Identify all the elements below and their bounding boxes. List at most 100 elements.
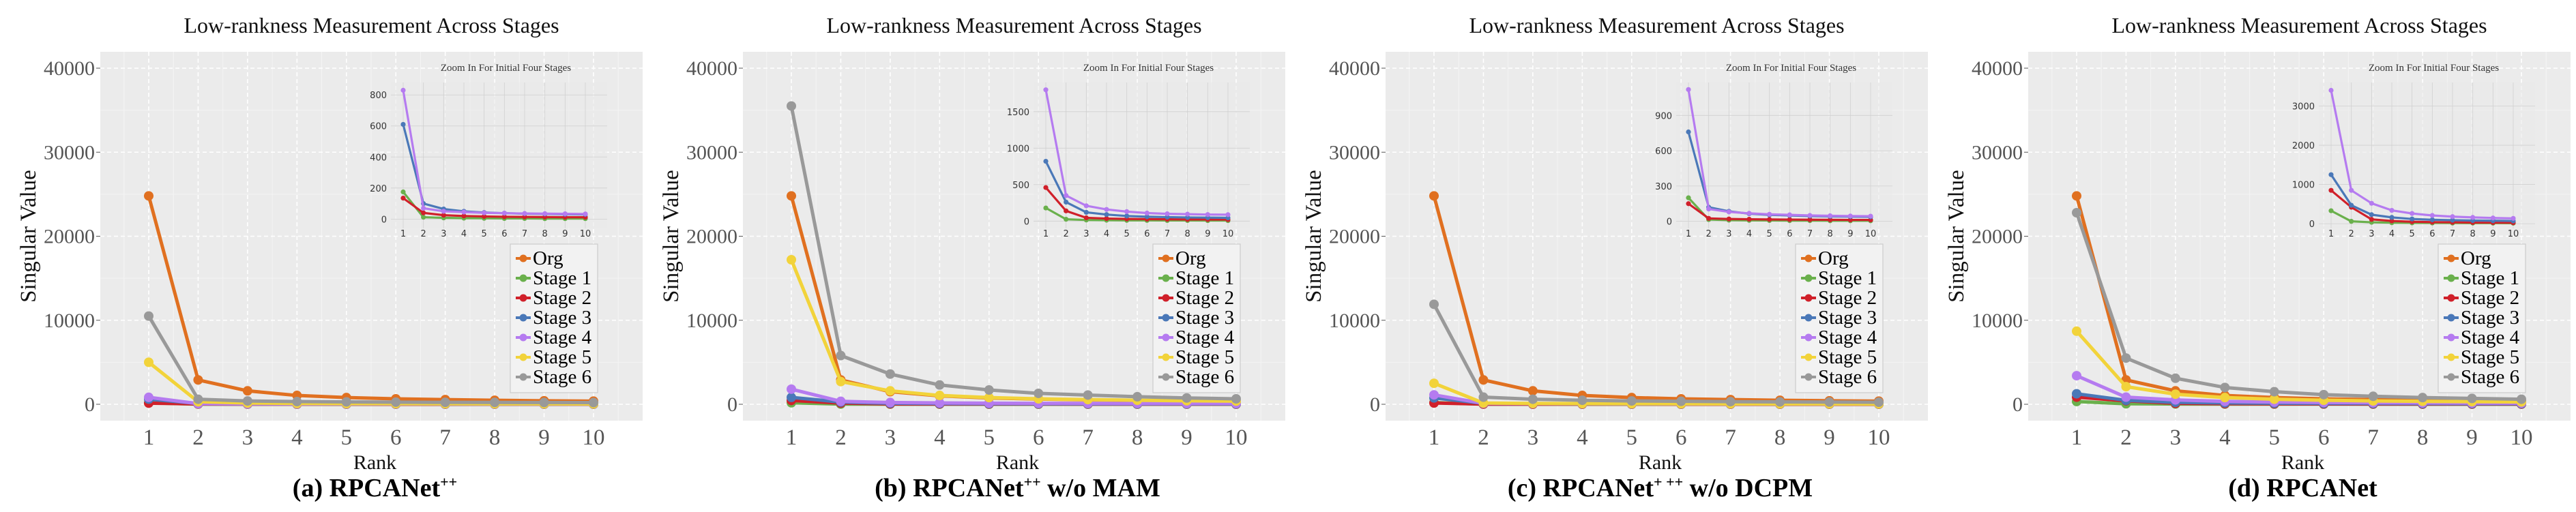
legend-item-stage-1: Stage 1 <box>1801 267 1877 289</box>
inset-data-point <box>2450 214 2455 220</box>
x-tick-label: 5 <box>984 425 995 450</box>
legend-item-stage-3: Stage 3 <box>2444 307 2519 329</box>
series-group <box>1429 191 1884 409</box>
inset-x-tick-label: 4 <box>1104 229 1109 239</box>
inset-title: Zoom In For Initial Four Stages <box>1726 63 1856 74</box>
inset-y-tick-label: 1000 <box>1007 144 1029 154</box>
data-point <box>2220 382 2230 393</box>
data-point <box>144 191 153 201</box>
x-tick-label: 2 <box>835 425 847 450</box>
chart-svg: Low-rankness Measurement Across Stages 0 1… <box>659 13 1285 502</box>
legend-label: Stage 6 <box>1175 366 1234 388</box>
legend-swatch-marker <box>1804 314 1813 322</box>
inset-x-tick-label: 2 <box>1706 229 1712 239</box>
data-point <box>2072 207 2081 217</box>
x-tick-label: 4 <box>2219 425 2231 450</box>
inset-data-point <box>2511 215 2516 221</box>
inset-y-tick-label: 800 <box>370 91 387 101</box>
legend-swatch-marker <box>519 333 527 342</box>
inset-data-point <box>1746 211 1752 216</box>
legend-swatch-marker <box>1162 294 1170 302</box>
legend-swatch-marker <box>519 274 527 282</box>
inset-y-tick-label: 0 <box>381 215 387 225</box>
inset-x-tick-label: 10 <box>1865 229 1877 239</box>
data-point <box>242 396 252 406</box>
inset-data-point <box>482 210 487 215</box>
inset-series-line <box>1044 89 1229 216</box>
legend-item-stage-3: Stage 3 <box>516 307 591 329</box>
data-point <box>885 369 895 379</box>
inset-data-point <box>2369 217 2374 222</box>
inset-x-tick-label: 2 <box>2349 229 2354 239</box>
inset-x-tick-label: 10 <box>580 229 591 239</box>
legend-label: Org <box>533 247 564 269</box>
legend-item-org: Org <box>1158 247 1206 269</box>
legend-item-stage-5: Stage 5 <box>1801 346 1877 368</box>
inset-data-point <box>2450 217 2455 223</box>
legend-swatch-marker <box>2447 294 2455 302</box>
legend-swatch-marker <box>2447 373 2455 381</box>
inset-y-tick-label: 0 <box>1667 217 1672 228</box>
series-group <box>787 101 1241 409</box>
inset-data-point <box>400 121 406 127</box>
legend-swatch-marker <box>1804 353 1813 361</box>
chart-panel-a: Low-rankness Measurement Across Stages 0 1… <box>0 0 644 512</box>
inset-data-point <box>2389 207 2395 213</box>
data-point <box>391 397 401 407</box>
inset-data-point <box>2389 218 2395 224</box>
legend-label: Org <box>2461 247 2491 269</box>
legend-label: Stage 6 <box>2461 366 2519 388</box>
legend-item-stage-6: Stage 6 <box>516 366 591 388</box>
inset-data-point <box>1686 201 1691 207</box>
x-axis-label: Rank <box>353 451 396 474</box>
data-point <box>984 393 994 403</box>
inset-x-tick-label: 7 <box>1807 229 1813 239</box>
inset-series-line <box>402 191 585 220</box>
data-point <box>1478 375 1489 385</box>
chart-title: Low-rankness Measurement Across Stages <box>184 13 559 37</box>
caption-main: (c) RPCANet <box>1508 474 1654 502</box>
inset-data-point <box>1787 212 1792 217</box>
data-point <box>2368 391 2378 402</box>
data-point <box>1132 391 1143 402</box>
inset-y-tick-label: 200 <box>370 184 387 194</box>
data-point <box>836 396 846 406</box>
inset-data-point <box>400 189 406 195</box>
y-tick-label: 10000 <box>44 310 95 332</box>
data-point <box>2170 389 2180 400</box>
inset-x-tick-label: 5 <box>1124 229 1130 239</box>
data-point <box>1083 390 1093 400</box>
caption-superscript: ++ <box>440 473 457 490</box>
legend-item-stage-2: Stage 2 <box>1801 287 1877 309</box>
x-tick-label: 2 <box>1478 425 1489 450</box>
inset-data-point <box>421 210 426 215</box>
inset-x-tick-label: 9 <box>2490 229 2496 239</box>
inset-data-point <box>2410 216 2415 222</box>
series-stage-6 <box>787 101 1241 404</box>
inset-series-line <box>1687 89 1871 217</box>
legend-label: Stage 3 <box>1175 307 1234 329</box>
inset-background <box>1676 82 1892 228</box>
inset-data-point <box>522 211 527 216</box>
inset-series-line <box>1688 202 1871 222</box>
data-point <box>1429 378 1439 389</box>
inset-x-tick-label: 9 <box>1847 229 1853 239</box>
legend-swatch-marker <box>1162 314 1170 322</box>
data-point <box>1231 393 1241 404</box>
inset-x-tick-label: 1 <box>1686 229 1691 239</box>
data-point <box>193 394 203 404</box>
panel-caption: (b) RPCANet++ w/o MAM <box>875 473 1160 502</box>
chart-svg: Low-rankness Measurement Across Stages 0 1… <box>16 13 643 502</box>
inset-data-point <box>400 196 406 201</box>
data-point <box>144 357 153 367</box>
inset-data-point <box>1746 216 1752 222</box>
data-point <box>292 397 302 407</box>
data-point <box>1775 397 1785 407</box>
x-tick-label: 3 <box>1527 425 1539 450</box>
data-point <box>539 397 549 408</box>
legend-label: Stage 5 <box>1818 346 1877 368</box>
legend-swatch-marker <box>2447 254 2455 262</box>
y-axis-label: Singular Value <box>659 170 684 303</box>
data-point <box>1676 396 1686 406</box>
inset-data-point <box>1686 87 1691 92</box>
